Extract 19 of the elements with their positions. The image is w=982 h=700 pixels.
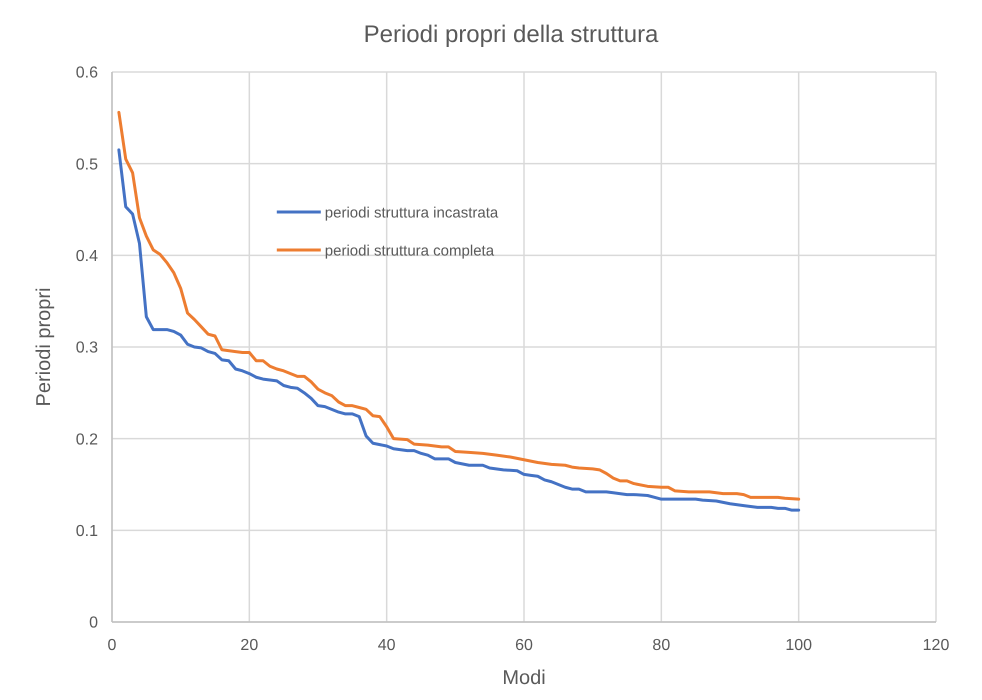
y-tick-label: 0.1 <box>76 522 98 540</box>
y-tick-label: 0 <box>89 614 98 632</box>
y-tick-label: 0.6 <box>76 64 98 82</box>
y-tick-label: 0.5 <box>76 156 98 174</box>
legend-label: periodi struttura incastrata <box>324 204 499 222</box>
x-tick-label: 40 <box>378 637 396 654</box>
y-tick-label: 0.4 <box>76 248 98 265</box>
x-tick-label: 60 <box>515 637 533 654</box>
y-axis-title: Periodi propri <box>33 288 55 406</box>
y-tick-label: 0.2 <box>76 431 98 448</box>
chart-title: Periodi propri della struttura <box>364 21 660 48</box>
x-tick-label: 0 <box>108 637 117 654</box>
x-tick-label: 80 <box>652 637 670 654</box>
x-tick-label: 120 <box>922 637 950 654</box>
x-tick-label: 100 <box>785 637 812 654</box>
y-tick-label: 0.3 <box>76 340 98 357</box>
x-axis-title: Modi <box>502 667 546 689</box>
x-tick-label: 20 <box>240 637 258 654</box>
legend-label: periodi struttura completa <box>324 242 495 260</box>
